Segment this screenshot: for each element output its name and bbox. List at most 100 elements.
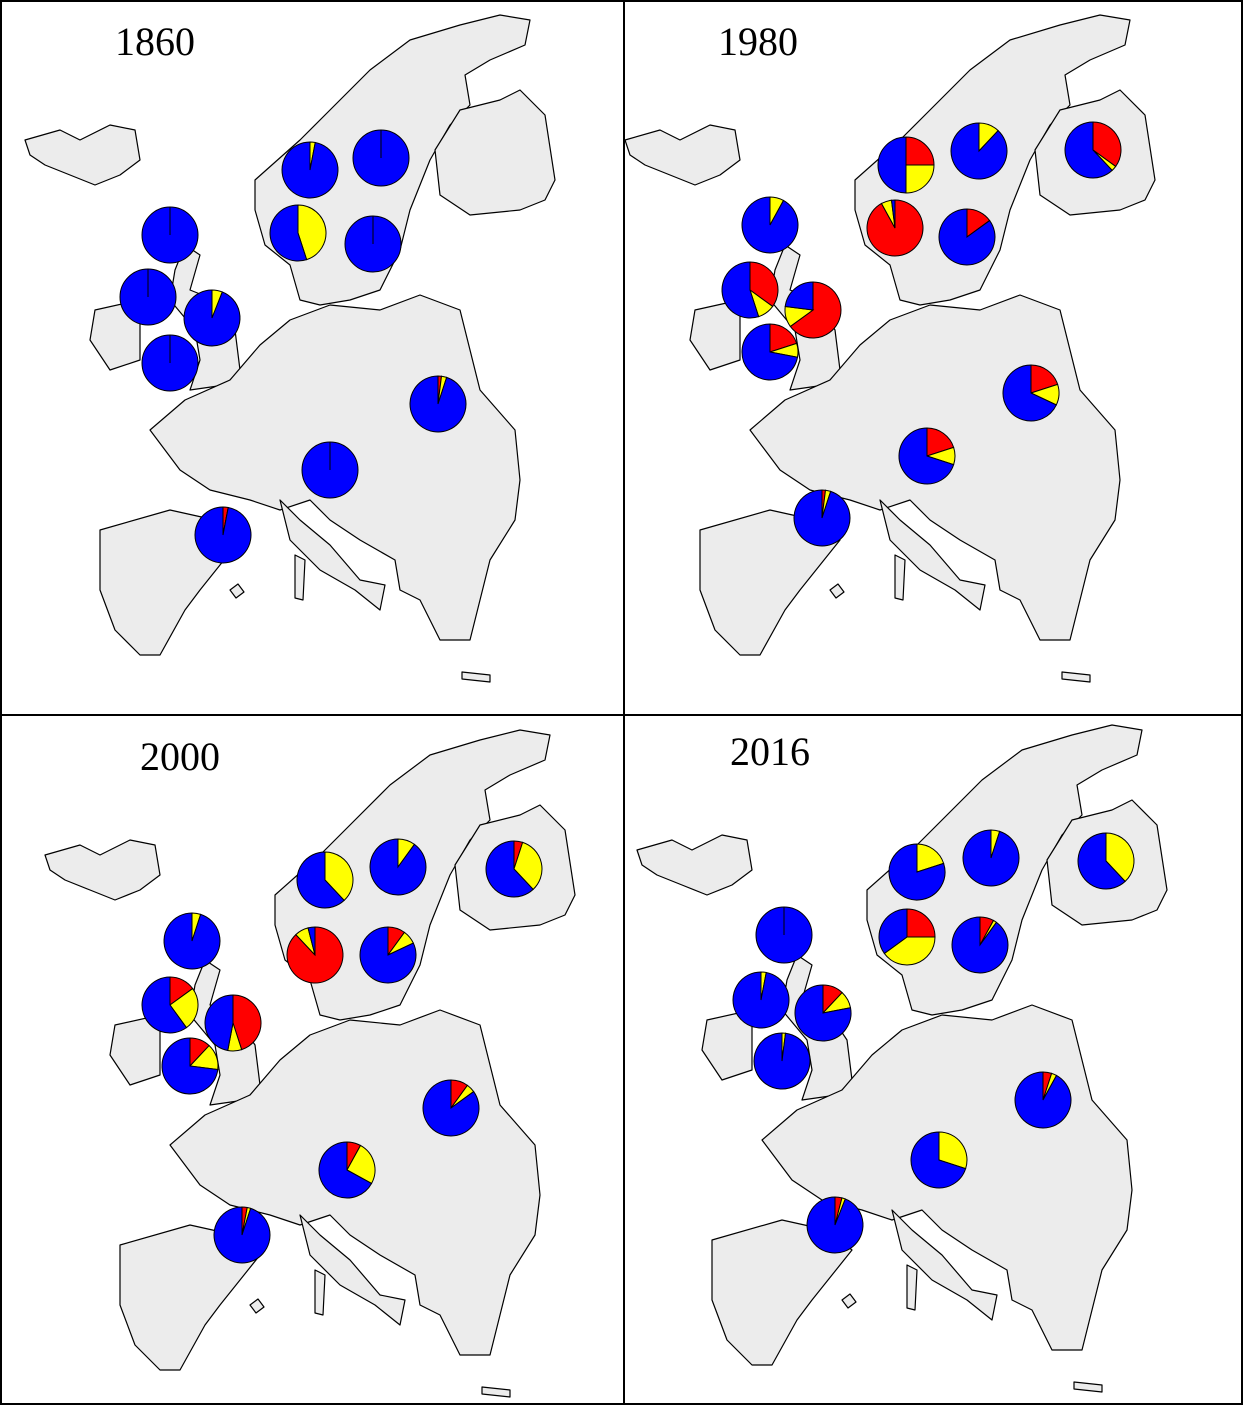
overlay: 1860 1980 2000 2016 bbox=[115, 19, 1135, 1264]
pie-slice bbox=[910, 1131, 967, 1189]
pie-slice bbox=[789, 281, 842, 339]
pie-slice bbox=[905, 164, 935, 194]
pie bbox=[359, 926, 417, 984]
pie-slice bbox=[513, 841, 543, 891]
pie bbox=[888, 843, 946, 901]
pie bbox=[161, 1037, 219, 1095]
pie-slice bbox=[938, 1131, 968, 1170]
pie bbox=[163, 912, 221, 970]
pie-slice bbox=[318, 1141, 373, 1199]
pie bbox=[301, 441, 359, 499]
pie-slice bbox=[204, 994, 234, 1052]
pie bbox=[141, 976, 199, 1034]
pie-slice bbox=[1014, 1071, 1072, 1129]
pie-slice bbox=[950, 122, 1008, 180]
pie bbox=[286, 926, 344, 984]
pie-slice bbox=[307, 926, 316, 956]
pie-slice bbox=[888, 843, 946, 901]
pie-slice bbox=[878, 908, 908, 955]
panel-title: 1980 bbox=[718, 19, 798, 64]
pie-slice bbox=[213, 1206, 271, 1264]
pie bbox=[753, 1032, 811, 1090]
pie-slice bbox=[883, 936, 936, 966]
pie-slice bbox=[877, 136, 907, 194]
pie-slice bbox=[784, 281, 814, 311]
pie-slice bbox=[721, 261, 760, 319]
pie-slice bbox=[359, 926, 417, 984]
pie bbox=[951, 916, 1009, 974]
pie-slice bbox=[732, 971, 790, 1029]
pie-slice bbox=[324, 851, 354, 902]
pie bbox=[296, 851, 354, 909]
pie bbox=[1077, 832, 1135, 890]
base-map bbox=[44, 729, 576, 1398]
pie bbox=[141, 334, 199, 392]
pie-slice bbox=[898, 427, 955, 485]
pie bbox=[806, 1196, 864, 1254]
pie bbox=[485, 840, 543, 898]
pie bbox=[878, 908, 936, 966]
pie bbox=[877, 136, 935, 194]
pie bbox=[1002, 364, 1060, 422]
pie-slice bbox=[749, 261, 779, 308]
pie-slice bbox=[890, 199, 896, 229]
pie-slice bbox=[163, 912, 221, 970]
pie-slice bbox=[369, 838, 427, 896]
pie-slice bbox=[741, 196, 799, 254]
pie-slice bbox=[183, 289, 241, 347]
pie-slice bbox=[296, 851, 345, 909]
pie-slice bbox=[806, 1196, 864, 1254]
pie-slice bbox=[161, 1037, 219, 1095]
pie bbox=[352, 129, 410, 187]
pie bbox=[194, 506, 252, 564]
pie bbox=[183, 289, 241, 347]
pie bbox=[119, 268, 177, 326]
panel-title: 2000 bbox=[140, 734, 220, 779]
base-map bbox=[636, 724, 1168, 1393]
base-map bbox=[624, 14, 1156, 683]
pie-slice bbox=[753, 1032, 811, 1090]
pie-slice bbox=[269, 204, 308, 262]
pie-slice bbox=[141, 976, 188, 1034]
pie-slice bbox=[409, 375, 467, 433]
pie bbox=[281, 141, 339, 199]
pie bbox=[741, 196, 799, 254]
pie bbox=[962, 829, 1020, 887]
pie bbox=[344, 215, 402, 273]
pie bbox=[204, 994, 262, 1052]
pie bbox=[898, 427, 956, 485]
pie bbox=[741, 323, 799, 381]
panel-title: 2016 bbox=[730, 729, 810, 774]
pie bbox=[950, 122, 1008, 180]
pie bbox=[910, 1131, 968, 1189]
pie bbox=[318, 1141, 376, 1199]
pie-slice bbox=[793, 489, 851, 547]
pie-slice bbox=[194, 506, 252, 564]
pie bbox=[866, 199, 924, 257]
pie-slice bbox=[346, 1144, 376, 1185]
pie-slice bbox=[962, 829, 1020, 887]
pie bbox=[793, 489, 851, 547]
pie-slice bbox=[905, 136, 935, 166]
pie bbox=[1064, 121, 1122, 179]
pie bbox=[141, 206, 199, 264]
pie-slice bbox=[1092, 121, 1122, 168]
pie bbox=[409, 375, 467, 433]
pie bbox=[1014, 1071, 1072, 1129]
pie-slice bbox=[741, 323, 799, 381]
pie-slice bbox=[297, 204, 327, 261]
pie-slice bbox=[906, 908, 936, 938]
pie bbox=[784, 281, 842, 339]
pie-slice bbox=[485, 840, 534, 898]
pie bbox=[269, 204, 327, 262]
pie-slice bbox=[938, 208, 996, 266]
base-map bbox=[24, 14, 556, 683]
pie-slice bbox=[422, 1079, 480, 1137]
pie-slice bbox=[1077, 832, 1126, 890]
pie-slice bbox=[169, 987, 199, 1029]
pie-slice bbox=[1002, 364, 1058, 422]
pie bbox=[422, 1079, 480, 1137]
panel-title: 1860 bbox=[115, 19, 195, 64]
